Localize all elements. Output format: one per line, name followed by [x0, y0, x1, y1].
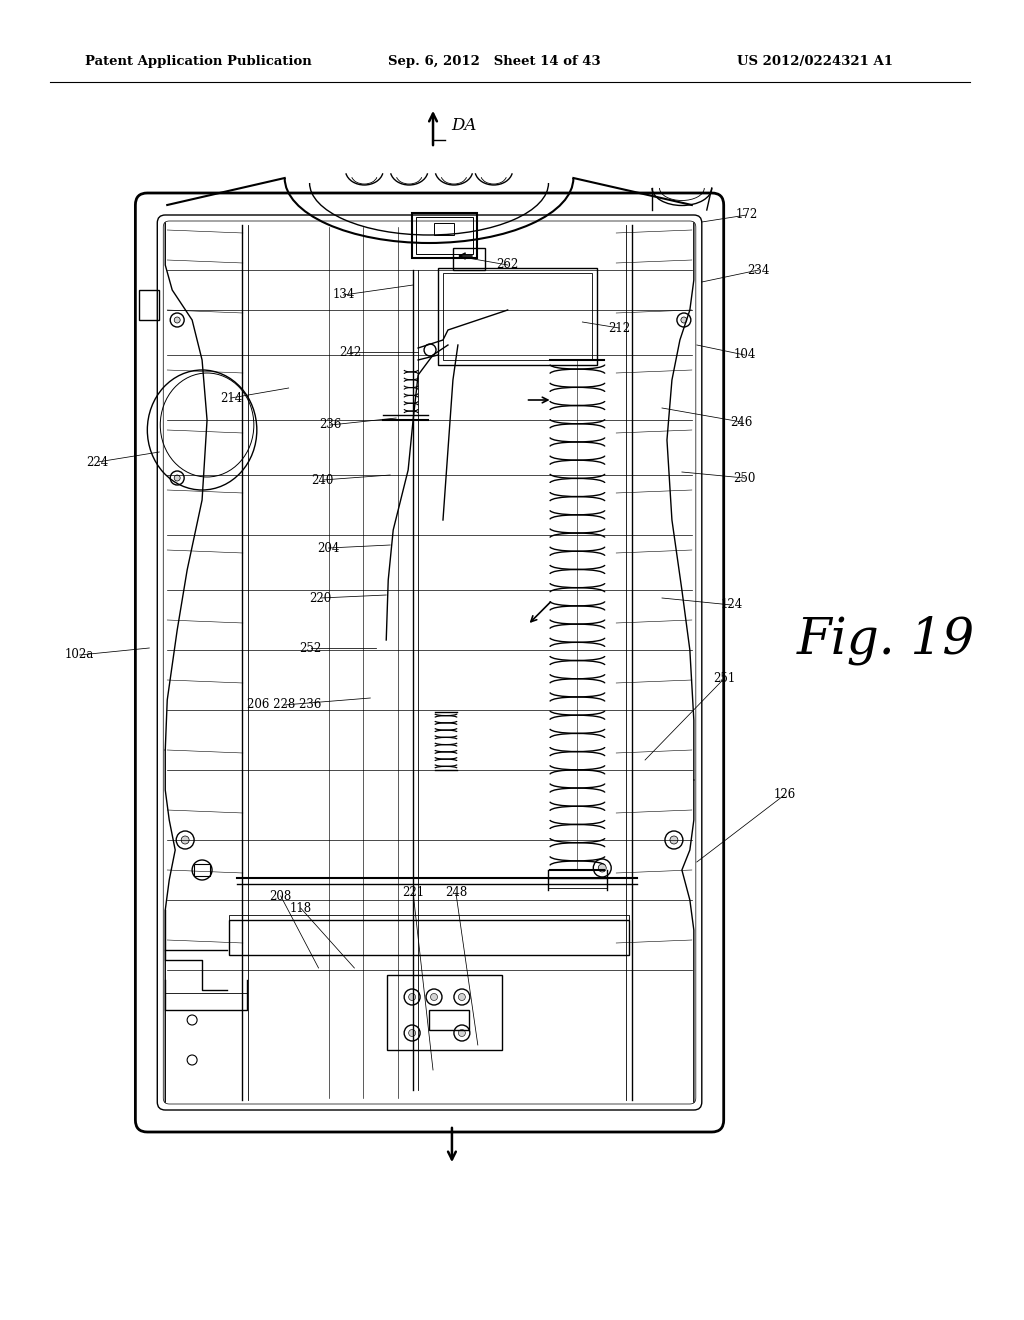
- Text: 212: 212: [608, 322, 630, 334]
- Bar: [443, 273, 592, 360]
- Text: DA: DA: [451, 117, 476, 135]
- Circle shape: [598, 865, 606, 873]
- Text: 234: 234: [748, 264, 770, 276]
- Bar: [416, 216, 473, 253]
- Bar: [434, 223, 454, 235]
- Text: 214: 214: [220, 392, 242, 404]
- Circle shape: [430, 994, 437, 1001]
- Circle shape: [459, 1030, 465, 1036]
- Bar: [387, 975, 502, 1049]
- Text: 172: 172: [735, 209, 758, 222]
- Bar: [438, 268, 597, 366]
- Bar: [139, 290, 160, 319]
- Text: 252: 252: [299, 642, 322, 655]
- Text: Sep. 6, 2012   Sheet 14 of 43: Sep. 6, 2012 Sheet 14 of 43: [388, 55, 601, 69]
- Circle shape: [681, 317, 687, 323]
- Text: 250: 250: [733, 471, 756, 484]
- Text: 124: 124: [721, 598, 742, 611]
- Text: 102a: 102a: [65, 648, 94, 661]
- Circle shape: [409, 994, 416, 1001]
- Text: US 2012/0224321 A1: US 2012/0224321 A1: [736, 55, 893, 69]
- Circle shape: [181, 836, 189, 843]
- Text: 236: 236: [319, 418, 342, 432]
- Text: 126: 126: [773, 788, 796, 801]
- Circle shape: [409, 1030, 416, 1036]
- Text: 246: 246: [730, 416, 753, 429]
- Text: 224: 224: [86, 455, 109, 469]
- Text: 220: 220: [309, 591, 332, 605]
- Text: 204: 204: [317, 541, 340, 554]
- Bar: [195, 865, 210, 876]
- Bar: [453, 248, 484, 271]
- Text: 248: 248: [444, 887, 467, 899]
- Text: 262: 262: [497, 259, 519, 272]
- Text: 240: 240: [311, 474, 334, 487]
- Bar: [229, 915, 629, 920]
- Text: 104: 104: [733, 348, 756, 362]
- Text: 206 228 236: 206 228 236: [247, 698, 321, 711]
- Bar: [412, 213, 477, 257]
- Text: 208: 208: [269, 890, 292, 903]
- Text: 134: 134: [332, 289, 354, 301]
- Bar: [429, 1010, 469, 1030]
- Circle shape: [174, 475, 180, 480]
- Circle shape: [670, 836, 678, 843]
- Bar: [229, 920, 629, 954]
- Circle shape: [174, 317, 180, 323]
- Text: Patent Application Publication: Patent Application Publication: [85, 55, 311, 69]
- Circle shape: [459, 994, 465, 1001]
- Text: 242: 242: [339, 346, 361, 359]
- Text: Fig. 19: Fig. 19: [797, 615, 975, 665]
- Text: 251: 251: [714, 672, 736, 685]
- Text: 118: 118: [290, 902, 311, 915]
- Text: 221: 221: [402, 887, 424, 899]
